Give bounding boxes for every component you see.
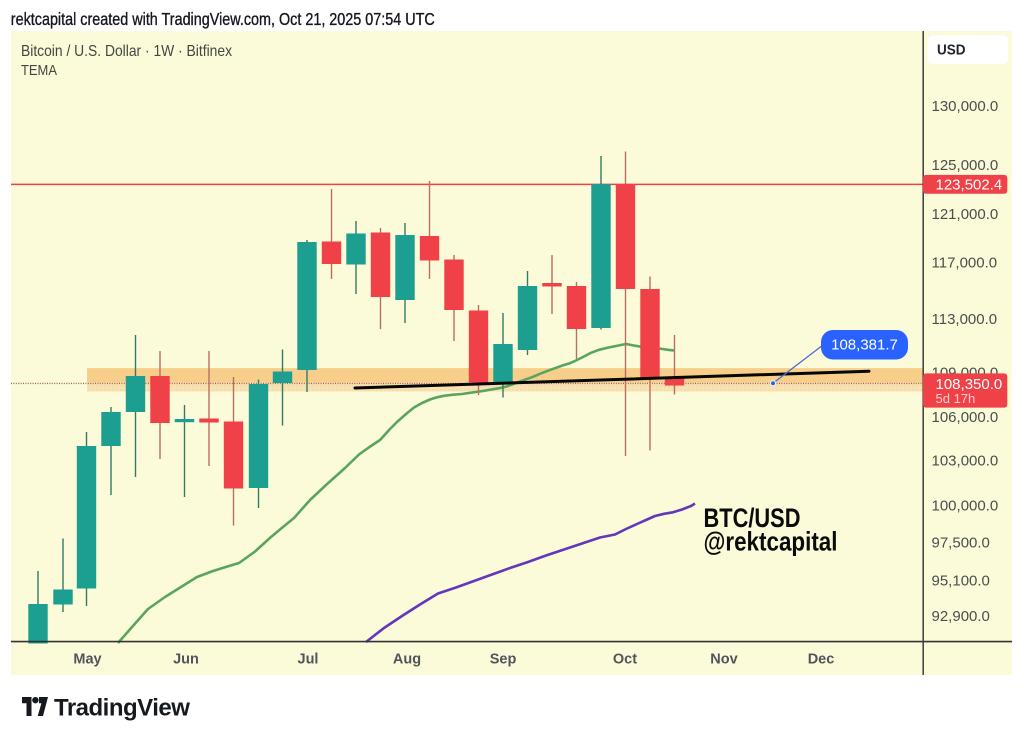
svg-text:Bitcoin / U.S. Dollar · 1W · B: Bitcoin / U.S. Dollar · 1W · Bitfinex xyxy=(21,43,232,60)
svg-text:123,502.4: 123,502.4 xyxy=(936,177,1003,194)
svg-text:Dec: Dec xyxy=(808,652,835,668)
svg-text:113,000.0: 113,000.0 xyxy=(932,311,998,328)
svg-text:108,350.0: 108,350.0 xyxy=(936,376,1003,393)
svg-text:TEMA: TEMA xyxy=(21,62,57,79)
svg-text:121,000.0: 121,000.0 xyxy=(932,206,999,223)
svg-text:Nov: Nov xyxy=(710,652,737,668)
svg-text:108,381.7: 108,381.7 xyxy=(831,337,898,354)
svg-text:Aug: Aug xyxy=(393,652,421,668)
svg-text:106,000.0: 106,000.0 xyxy=(932,409,999,426)
svg-text:May: May xyxy=(73,652,101,668)
svg-text:USD: USD xyxy=(937,42,966,59)
svg-text:Oct: Oct xyxy=(613,652,637,668)
svg-text:Jul: Jul xyxy=(298,652,319,668)
svg-text:100,000.0: 100,000.0 xyxy=(932,497,999,514)
svg-text:92,900.0: 92,900.0 xyxy=(932,608,990,625)
svg-text:rektcapital created with Tradi: rektcapital created with TradingView.com… xyxy=(11,9,435,29)
svg-text:BTC/USD: BTC/USD xyxy=(704,503,801,533)
svg-text:103,000.0: 103,000.0 xyxy=(932,453,999,470)
svg-text:Jun: Jun xyxy=(173,652,199,668)
svg-text:Sep: Sep xyxy=(490,652,517,668)
svg-text:TradingView: TradingView xyxy=(54,695,190,722)
svg-text:5d 17h: 5d 17h xyxy=(936,391,976,406)
svg-text:95,100.0: 95,100.0 xyxy=(932,573,990,590)
svg-text:125,000.0: 125,000.0 xyxy=(932,157,999,174)
svg-text:97,500.0: 97,500.0 xyxy=(932,535,990,552)
svg-text:@rektcapital: @rektcapital xyxy=(704,527,838,557)
svg-text:130,000.0: 130,000.0 xyxy=(932,98,999,115)
svg-text:117,000.0: 117,000.0 xyxy=(932,255,998,272)
